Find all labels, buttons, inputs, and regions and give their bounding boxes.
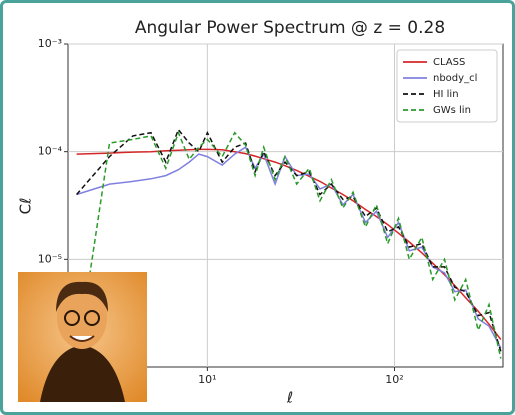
series-line: [76, 146, 502, 349]
y-tick-label: 10⁻⁴: [38, 145, 63, 158]
y-tick-label: 10⁻⁵: [38, 252, 62, 265]
legend-box: [396, 49, 498, 123]
legend-label: HI lin: [433, 89, 459, 100]
series-line: [75, 130, 502, 363]
series-line: [76, 128, 502, 352]
legend-label: CLASS: [433, 57, 465, 68]
x-tick-label: 10¹: [198, 373, 216, 386]
photo: [18, 272, 147, 402]
chart-title: Angular Power Spectrum @ z = 0.28: [135, 18, 445, 38]
y-axis-label: Cℓ: [17, 198, 35, 215]
legend-label: GWs lin: [433, 105, 471, 116]
x-tick-label: 10²: [385, 373, 403, 386]
legend-label: nbody_cl: [433, 73, 477, 84]
y-tick-label: 10⁻³: [38, 37, 62, 50]
x-axis-label: ℓ: [286, 389, 293, 407]
